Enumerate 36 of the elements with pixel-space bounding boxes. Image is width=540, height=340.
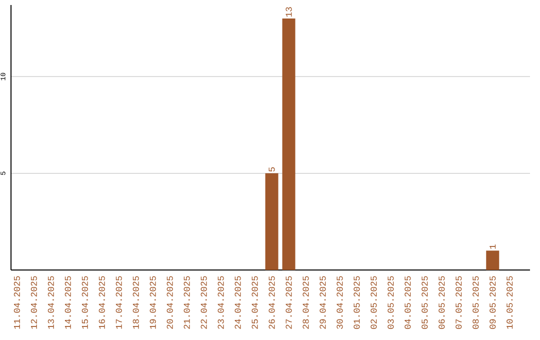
- x-tick-label: 19.04.2025: [150, 276, 156, 329]
- x-tick-label: 23.04.2025: [218, 276, 224, 329]
- bar: [486, 250, 500, 270]
- x-tick-label: 10.05.2025: [506, 276, 513, 329]
- x-tick-label: 29.04.2025: [320, 276, 326, 329]
- x-tick-label: 07.05.2025: [456, 276, 462, 329]
- x-tick-label: 06.05.2025: [438, 276, 445, 329]
- x-tick-label: 05.05.2025: [422, 276, 428, 329]
- bar: [265, 173, 278, 270]
- x-tick-label: 18.04.2025: [132, 276, 139, 329]
- x-tick-label: 17.04.2025: [116, 276, 122, 329]
- x-tick-label: 02.05.2025: [370, 276, 377, 329]
- x-tick-label: 15.04.2025: [82, 276, 88, 329]
- x-tick-label: 20.04.2025: [166, 276, 173, 329]
- x-tick-label: 27.04.2025: [286, 276, 292, 329]
- x-tick-label: 30.04.2025: [336, 276, 343, 329]
- x-tick-label: 21.04.2025: [184, 276, 190, 329]
- x-tick-label: 28.04.2025: [302, 276, 309, 329]
- x-tick-label: 09.05.2025: [490, 276, 496, 329]
- x-tick-label: 03.05.2025: [388, 276, 394, 329]
- x-tick-label: 22.04.2025: [200, 276, 207, 329]
- bar: [282, 18, 296, 270]
- x-tick-label: 24.04.2025: [234, 276, 241, 329]
- x-tick-label: 25.04.2025: [252, 276, 258, 329]
- x-tick-label: 01.05.2025: [354, 276, 360, 329]
- x-tick-label: 08.05.2025: [472, 276, 479, 329]
- x-tick-label: 14.04.2025: [64, 276, 71, 329]
- x-tick-label: 13.04.2025: [48, 276, 54, 329]
- data-label: 5: [268, 167, 275, 172]
- x-tick-label: 16.04.2025: [98, 276, 105, 329]
- x-tick-label: 12.04.2025: [30, 276, 37, 329]
- x-tick-label: 11.04.2025: [14, 276, 20, 329]
- x-tick-label: 04.05.2025: [404, 276, 411, 329]
- data-label: 1: [490, 244, 496, 249]
- data-label: 13: [286, 7, 292, 17]
- x-tick-label: 26.04.2025: [268, 276, 275, 329]
